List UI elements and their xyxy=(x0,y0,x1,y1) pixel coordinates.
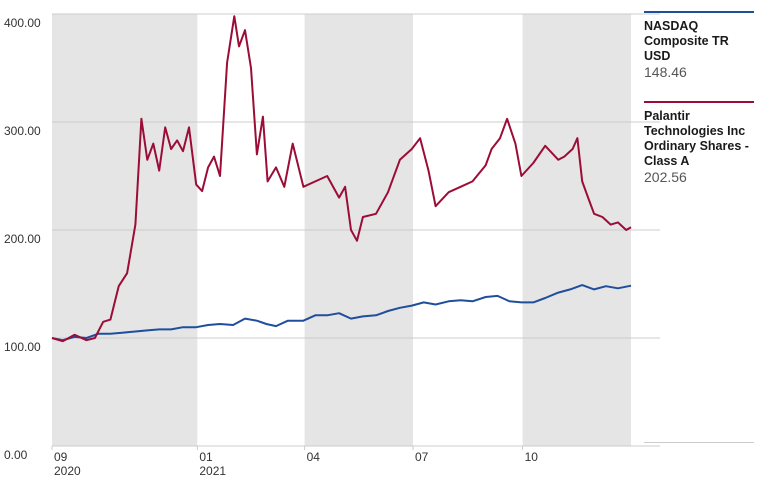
x-tick-label: 07 xyxy=(415,450,429,464)
y-tick-label: 100.00 xyxy=(4,340,41,354)
legend-item-nasdaq: NASDAQ Composite TR USD 148.46 xyxy=(644,11,754,81)
legend-name-palantir: Palantir Technologies Inc Ordinary Share… xyxy=(644,109,749,168)
series-line-nasdaq xyxy=(51,284,632,342)
y-axis-ticks: 0.00 100.00 200.00 300.00 400.00 xyxy=(4,16,41,462)
y-tick-label: 200.00 xyxy=(4,232,41,246)
y-tick-label: 0.00 xyxy=(4,448,28,462)
x-tick-label: 04 xyxy=(307,450,321,464)
x-tick-label: 10 xyxy=(525,450,539,464)
legend-item-palantir: Palantir Technologies Inc Ordinary Share… xyxy=(644,101,754,186)
series-lines xyxy=(51,15,632,343)
legend-swatch-nasdaq xyxy=(644,11,754,13)
legend-swatch-palantir xyxy=(644,101,754,103)
legend-value-palantir: 202.56 xyxy=(644,169,687,185)
x-tick-year-label: 2021 xyxy=(199,464,226,478)
legend-name-nasdaq: NASDAQ Composite TR USD xyxy=(644,19,729,63)
legend-value-nasdaq: 148.46 xyxy=(644,64,687,80)
x-tick-year-label: 2020 xyxy=(54,464,81,478)
x-tick-label: 01 xyxy=(199,450,213,464)
gridlines xyxy=(52,13,660,447)
legend-bottom-rule xyxy=(644,442,754,443)
y-tick-label: 300.00 xyxy=(4,124,41,138)
series-line-palantir xyxy=(51,15,632,343)
y-tick-label: 400.00 xyxy=(4,16,41,30)
x-tick-label: 09 xyxy=(54,450,68,464)
